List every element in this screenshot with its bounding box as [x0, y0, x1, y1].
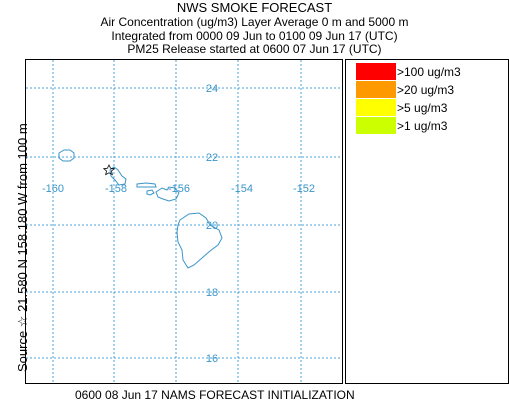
subtitle-integration: Integrated from 0000 09 Jun to 0100 09 J… [111, 29, 398, 43]
legend-label: >5 ug/m3 [397, 100, 448, 115]
legend-swatch-orange [356, 81, 396, 98]
graticule [26, 60, 342, 383]
coastlines [58, 149, 223, 269]
lat-label-16: 16 [206, 353, 218, 365]
lon-label-158: -158 [105, 183, 127, 195]
lat-label-24: 24 [206, 83, 218, 95]
island-lanai [146, 189, 155, 196]
map-canvas: 24 22 20 18 16 -160 -158 -156 -154 -152 [26, 60, 342, 383]
lon-label-154: -154 [231, 183, 253, 195]
lon-label-152: -152 [293, 183, 315, 195]
island-molokai [136, 182, 157, 188]
lat-label-22: 22 [206, 152, 218, 164]
island-hawaii [176, 212, 223, 269]
legend-swatch-yellow [356, 99, 396, 116]
legend-item-100: >100 ug/m3 [356, 63, 461, 80]
lat-label-18: 18 [206, 287, 218, 299]
legend-swatch-yellowgreen [356, 117, 396, 134]
legend-label: >100 ug/m3 [397, 64, 461, 79]
island-oahu [109, 166, 127, 186]
legend-panel: >100 ug/m3 >20 ug/m3 >5 ug/m3 >1 ug/m3 [345, 59, 509, 384]
lon-label-160: -160 [42, 183, 64, 195]
island-kauai [58, 149, 75, 162]
subtitle-concentration: Air Concentration (ug/m3) Layer Average … [100, 15, 409, 29]
island-maui [155, 186, 180, 202]
legend-label: >20 ug/m3 [397, 82, 455, 97]
legend-item-20: >20 ug/m3 [356, 81, 454, 98]
map-panel[interactable]: 24 22 20 18 16 -160 -158 -156 -154 -152 [25, 59, 343, 384]
subtitle-release: PM25 Release started at 0600 07 Jun 17 (… [127, 42, 382, 56]
forecast-initialization-label: 0600 08 Jun 17 NAMS FORECAST INITIALIZAT… [75, 388, 355, 402]
legend-item-5: >5 ug/m3 [356, 99, 447, 116]
map-title: NWS SMOKE FORECAST [176, 0, 333, 15]
lon-label-156: -156 [168, 183, 190, 195]
legend-label: >1 ug/m3 [397, 118, 448, 133]
legend-item-1: >1 ug/m3 [356, 117, 447, 134]
source-star-icon [102, 164, 116, 176]
legend-swatch-red [356, 63, 396, 80]
